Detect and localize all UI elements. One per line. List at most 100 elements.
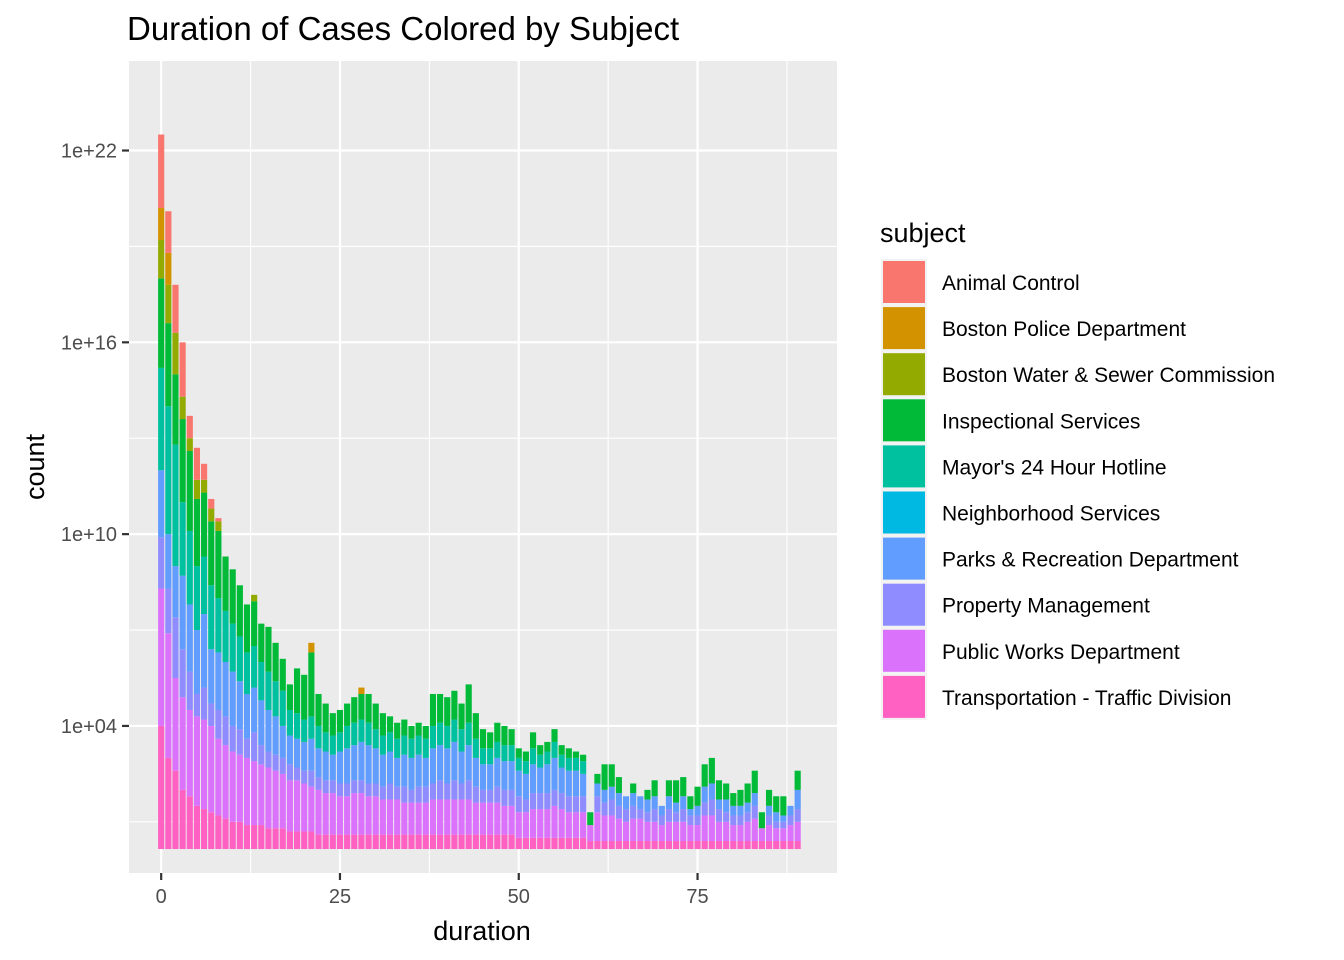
histogram-bar-segment [673, 780, 680, 803]
histogram-bar-segment [365, 745, 372, 784]
histogram-bar-segment [451, 741, 458, 781]
histogram-bar-segment [286, 684, 293, 710]
histogram-bar-segment [487, 834, 494, 850]
histogram-bar-segment [622, 796, 630, 810]
histogram-bar-segment [258, 825, 265, 850]
histogram-bar-segment [544, 837, 551, 850]
histogram-bar-segment [386, 834, 394, 850]
histogram-bar-segment [522, 773, 529, 800]
histogram-bar-segment [251, 687, 258, 733]
histogram-bar-segment [708, 815, 715, 842]
histogram-bar-segment [358, 793, 365, 835]
histogram-bar-segment [186, 438, 193, 452]
histogram-bar-segment [372, 703, 379, 730]
histogram-bar-segment [694, 786, 701, 806]
histogram-bar-segment [379, 713, 386, 736]
histogram-bar-segment [715, 841, 723, 850]
histogram-bar-segment [651, 796, 658, 810]
histogram-bar-segment [172, 332, 179, 375]
histogram-bar-segment [587, 812, 594, 826]
histogram-bar-segment [222, 818, 229, 850]
histogram-bar-segment [544, 764, 551, 794]
histogram-bar-segment [715, 799, 723, 810]
histogram-bar-segment [279, 658, 286, 691]
histogram-bar-segment [172, 677, 179, 771]
histogram-bar-segment [344, 834, 351, 850]
histogram-bar-segment [437, 799, 444, 835]
histogram-bar-segment [437, 693, 444, 723]
histogram-bar-segment [751, 770, 758, 794]
histogram-bar-segment [444, 725, 451, 749]
histogram-bar-segment [465, 722, 472, 746]
histogram-bar-segment [694, 815, 701, 826]
histogram-bar-segment [508, 729, 515, 746]
histogram-bar-segment [265, 671, 272, 710]
histogram-bar-segment [572, 770, 580, 797]
histogram-bar-segment [258, 662, 265, 701]
histogram-bar-segment [372, 748, 379, 784]
histogram-bar-segment [572, 837, 580, 850]
histogram-bar-segment [665, 809, 673, 822]
histogram-bar-segment [758, 812, 765, 829]
histogram-bar-segment [265, 626, 272, 672]
histogram-bar-segment [615, 793, 622, 806]
histogram-bar-segment [336, 709, 344, 733]
histogram-bar-segment [386, 716, 394, 733]
histogram-bar-segment [308, 652, 315, 717]
histogram-bar-segment [658, 841, 665, 850]
histogram-bar-segment [308, 786, 315, 832]
histogram-bar-segment [730, 805, 737, 816]
histogram-bar-segment [780, 828, 787, 842]
histogram-bar-segment [401, 754, 408, 787]
histogram-bar-segment [615, 777, 622, 794]
histogram-bar-segment [494, 834, 501, 850]
histogram-bar-segment [694, 805, 701, 816]
histogram-bar-segment [208, 498, 215, 509]
histogram-bar-segment [479, 748, 487, 765]
histogram-bar-segment [336, 732, 344, 752]
histogram-bar-segment [293, 780, 301, 832]
legend-label: Animal Control [942, 272, 1080, 295]
histogram-bar-segment [179, 789, 186, 850]
histogram-bar-segment [773, 841, 780, 850]
histogram-bar-segment [615, 818, 622, 842]
histogram-bar-segment [501, 805, 508, 835]
histogram-bar-segment [415, 722, 422, 736]
histogram-bar-segment [243, 738, 251, 758]
histogram-bar-segment [279, 757, 286, 774]
histogram-bar-segment [601, 841, 608, 850]
histogram-bar-segment [723, 799, 730, 813]
histogram-bar-segment [172, 444, 179, 567]
histogram-bar-segment [744, 841, 751, 850]
legend-label: Parks & Recreation Department [942, 549, 1239, 572]
histogram-bar-segment [665, 796, 673, 810]
histogram-bar-segment [551, 757, 558, 790]
histogram-bar-segment [215, 709, 222, 739]
legend-label: Mayor's 24 Hour Hotline [942, 456, 1167, 479]
histogram-bar-segment [515, 770, 522, 797]
histogram-bar-segment [358, 780, 365, 794]
histogram-bar-segment [286, 780, 293, 832]
histogram-bar-segment [186, 415, 193, 439]
histogram-bar-segment [429, 748, 437, 784]
histogram-bar-segment [415, 802, 422, 835]
histogram-bar-segment [680, 777, 687, 797]
histogram-bar-segment [487, 802, 494, 835]
histogram-bar-segment [444, 748, 451, 784]
histogram-bar-segment [737, 825, 744, 842]
histogram-bar-segment [208, 812, 215, 850]
histogram-bar-segment [251, 825, 258, 850]
histogram-bar-segment [408, 834, 415, 850]
legend-swatch [883, 629, 925, 672]
histogram-bar-segment [529, 809, 537, 838]
histogram-bar-segment [415, 786, 422, 803]
histogram-bar-segment [487, 789, 494, 803]
histogram-bar-segment [336, 751, 344, 784]
histogram-bar-segment [408, 738, 415, 758]
histogram-bar-segment [580, 754, 587, 762]
histogram-bar-segment [179, 575, 186, 650]
histogram-bar-segment [551, 741, 558, 758]
histogram-bar-segment [165, 757, 172, 850]
histogram-bar-segment [673, 821, 680, 842]
histogram-bar-segment [215, 738, 222, 816]
